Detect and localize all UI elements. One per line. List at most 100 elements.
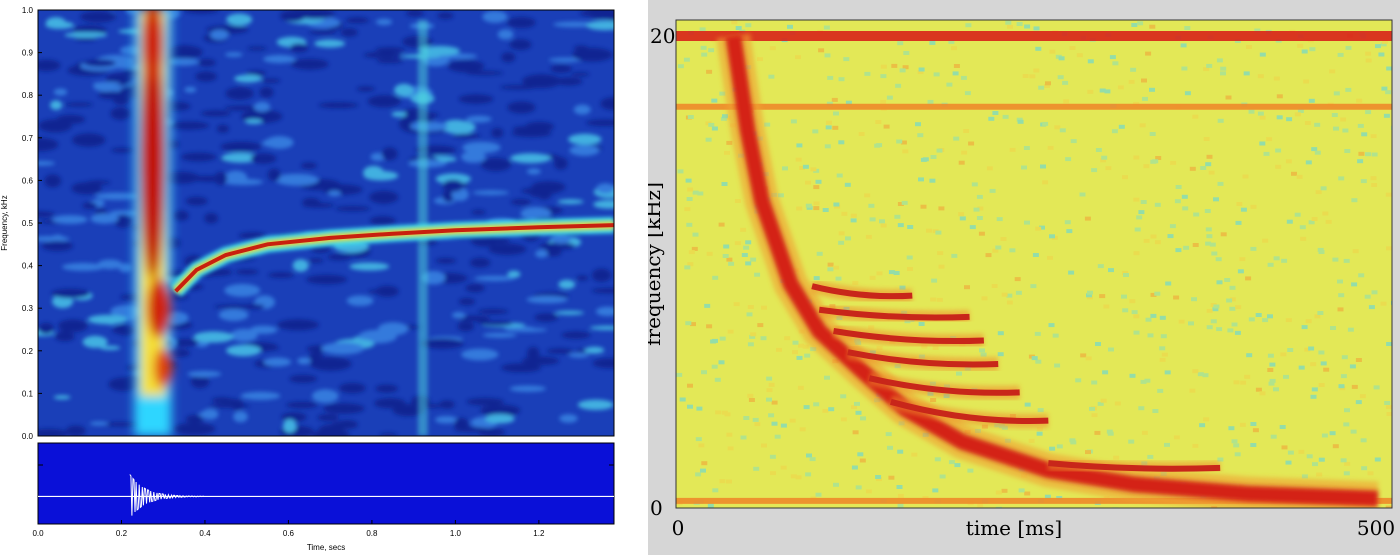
left-noise-blob	[391, 111, 407, 117]
right-noise-cell	[1360, 438, 1367, 443]
right-noise-cell	[1275, 148, 1282, 153]
right-noise-cell	[1239, 422, 1246, 427]
right-noise-cell	[981, 424, 988, 429]
right-noise-cell	[827, 267, 834, 272]
left-noise-blob	[268, 272, 295, 278]
right-noise-cell	[1365, 110, 1372, 115]
right-noise-cell	[805, 203, 812, 208]
right-noise-cell	[981, 296, 988, 301]
right-noise-cell	[1038, 85, 1045, 90]
right-noise-cell	[933, 72, 940, 77]
right-noise-cell	[706, 251, 713, 256]
right-noise-cell	[1285, 159, 1292, 164]
right-noise-cell	[1154, 202, 1161, 207]
right-harmonic-branch	[868, 375, 1020, 396]
right-noise-cell	[745, 240, 752, 245]
right-noise-cell	[1192, 369, 1199, 374]
right-noise-cell	[931, 278, 938, 283]
left-burst	[134, 10, 173, 436]
right-noise-cell	[1225, 95, 1232, 100]
right-harmonic-branch	[889, 398, 1049, 425]
right-noise-cell	[968, 141, 975, 146]
left-noise-blob	[87, 314, 128, 325]
right-noise-cell	[1239, 257, 1246, 262]
right-noise-cell	[1161, 352, 1168, 357]
right-noise-cell	[920, 204, 927, 209]
left-noise-blob	[185, 414, 204, 424]
right-noise-cell	[1189, 388, 1196, 393]
right-noise-cell	[971, 182, 978, 187]
left-noise-blob	[497, 29, 514, 40]
right-noise-cell	[1030, 284, 1037, 289]
right-noise-cell	[911, 452, 918, 457]
right-noise-cell	[685, 321, 692, 326]
right-noise-cell	[731, 20, 738, 25]
right-noise-cell	[1182, 206, 1189, 211]
left-noise-blob	[221, 152, 260, 163]
right-noise-cell	[1318, 383, 1325, 387]
right-noise-cell	[687, 187, 694, 192]
right-noise-cell	[1197, 372, 1204, 377]
right-noise-cell	[1108, 268, 1114, 273]
left-noise-blob	[466, 115, 492, 123]
left-noise-blob	[204, 212, 219, 224]
left-noise-blob	[548, 57, 583, 63]
right-noise-cell	[875, 120, 882, 124]
right-noise-cell	[887, 445, 893, 450]
right-noise-cell	[1250, 246, 1257, 251]
right-noise-cell	[1240, 380, 1247, 385]
right-noise-cell	[1262, 238, 1269, 243]
right-noise-cell	[1206, 308, 1213, 313]
right-noise-cell	[1048, 323, 1055, 328]
right-noise-cell	[1321, 433, 1328, 438]
right-noise-cell	[1226, 298, 1233, 303]
right-noise-cell	[1248, 109, 1255, 114]
right-noise-cell	[747, 342, 754, 347]
right-noise-cell	[683, 57, 690, 62]
left-noise-blob	[509, 39, 532, 51]
right-noise-cell	[1373, 385, 1380, 390]
right-noise-cell	[728, 261, 735, 266]
left-y-tick-label: 0.2	[22, 347, 34, 356]
right-noise-cell	[1058, 56, 1065, 61]
right-noise-cell	[926, 228, 932, 233]
left-noise-blob	[50, 100, 63, 110]
right-noise-cell	[1015, 290, 1022, 295]
right-noise-cell	[1033, 68, 1040, 73]
right-noise-cell	[745, 261, 752, 266]
right-noise-cell	[880, 99, 887, 104]
right-plot-frame	[675, 19, 1393, 509]
right-noise-cell	[1268, 381, 1275, 386]
left-noise-blob	[458, 94, 494, 104]
right-noise-cell	[1267, 368, 1274, 372]
right-noise-cell	[701, 461, 708, 466]
left-noise-blob	[600, 97, 614, 111]
right-noise-cell	[906, 255, 913, 260]
right-noise-cell	[766, 376, 773, 381]
right-noise-cell	[1269, 362, 1276, 367]
right-noise-cell	[1049, 446, 1056, 451]
left-noise-blob	[399, 117, 414, 131]
right-noise-cell	[1097, 264, 1104, 269]
right-noise-cell	[1114, 401, 1121, 406]
left-noise-blob	[247, 46, 267, 51]
left-noise-blob	[71, 182, 102, 195]
right-noise-cell	[802, 344, 809, 349]
right-noise-cell	[1024, 402, 1031, 407]
right-noise-cell	[1234, 330, 1241, 335]
right-noise-cell	[1301, 474, 1308, 479]
left-noise-blob	[568, 133, 602, 145]
right-noise-cell	[695, 472, 702, 477]
left-noise-blob	[435, 257, 457, 264]
right-noise-cell	[1150, 292, 1157, 297]
left-noise-blob	[544, 247, 562, 257]
right-noise-cell	[768, 74, 775, 79]
right-noise-cell	[1325, 219, 1332, 224]
right-noise-cell	[766, 388, 773, 393]
right-noise-cell	[735, 26, 742, 30]
left-noise-blob	[335, 206, 371, 212]
left-noise-blob	[184, 86, 197, 93]
right-noise-cell	[1308, 346, 1315, 351]
left-x-tick-label: 0.0	[32, 529, 44, 538]
right-noise-cell	[1311, 147, 1318, 152]
